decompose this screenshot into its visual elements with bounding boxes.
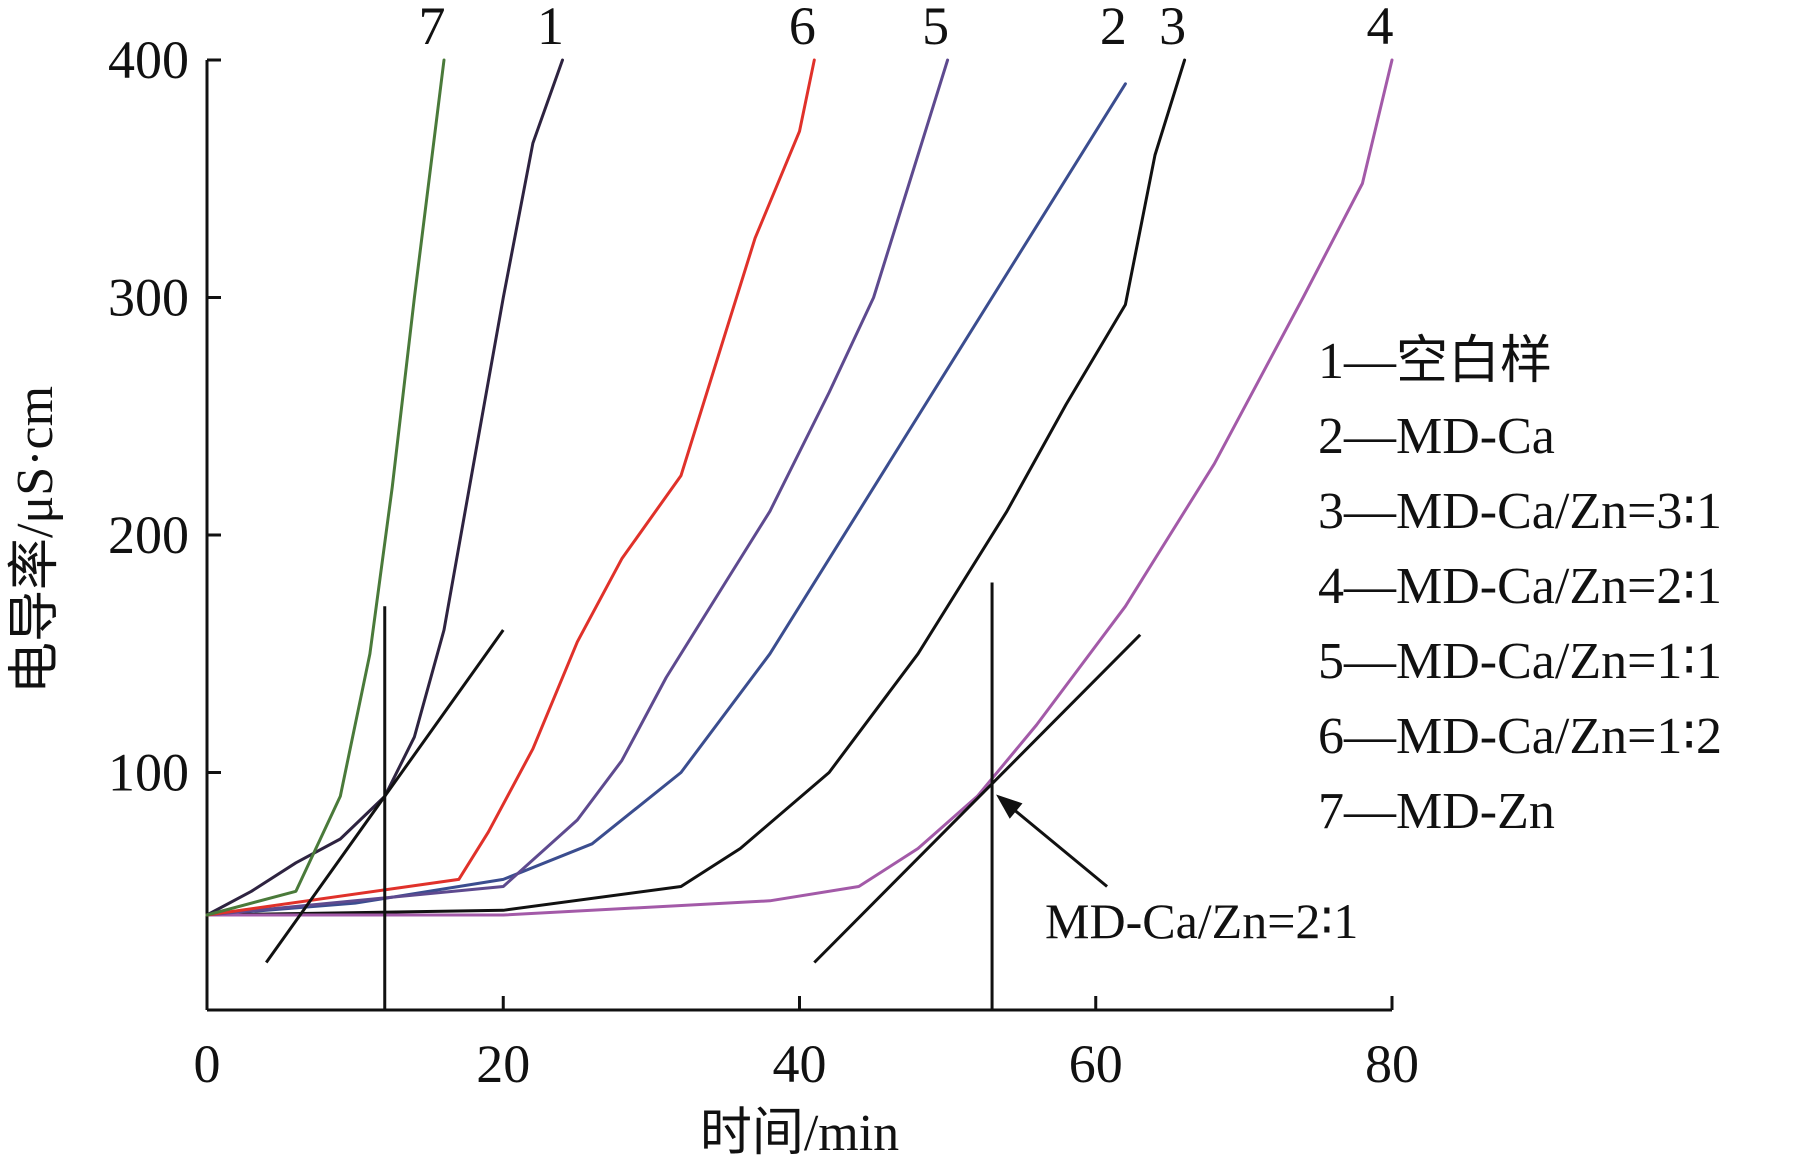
x-tick-label: 0 [194, 1034, 221, 1094]
auxiliary-lines [265, 582, 1142, 1010]
axes: 0 20 40 60 80 100 200 300 400 时间/min 电导率/μS·cm [7, 30, 1419, 1162]
y-axis-title: 电导率/μS·cm [7, 386, 64, 694]
y-tick-label: 400 [108, 30, 189, 90]
series-line-5 [205, 58, 950, 917]
y-tick-label: 300 [108, 268, 189, 328]
x-tick-label: 60 [1069, 1034, 1123, 1094]
legend-entry: 7—MD-Zn [1318, 783, 1555, 840]
series-end-label: 6 [789, 0, 816, 56]
series-line-4 [205, 58, 1394, 917]
legend-entry: 3—MD-Ca/Zn=3∶1 [1318, 483, 1722, 540]
series-end-label: 4 [1367, 0, 1394, 56]
x-tick-label: 20 [476, 1034, 530, 1094]
x-axis-title: 时间/min [700, 1105, 899, 1160]
x-tick-label: 80 [1365, 1034, 1419, 1094]
legend-entry: 6—MD-Ca/Zn=1∶2 [1318, 708, 1722, 765]
legend-entry: 2—MD-Ca [1318, 408, 1555, 465]
y-tick-label: 100 [108, 743, 189, 803]
annotation-arrow-head [996, 794, 1023, 819]
legend-entry: 1—空白样 [1318, 333, 1552, 390]
series-line-6 [205, 58, 816, 917]
series-line-7 [205, 58, 446, 917]
x-tick-label: 40 [773, 1034, 827, 1094]
series-end-label: 1 [537, 0, 564, 56]
legend-entry: 4—MD-Ca/Zn=2∶1 [1318, 558, 1722, 615]
series-layer [205, 58, 1394, 917]
series-end-label: 2 [1100, 0, 1127, 56]
series-line-1 [205, 58, 564, 917]
series-line-2 [205, 82, 1127, 917]
series-end-label: 3 [1159, 0, 1186, 56]
series-line-3 [205, 58, 1187, 917]
legend: 1—空白样 2—MD-Ca 3—MD-Ca/Zn=3∶1 4—MD-Ca/Zn=2∶1… [1318, 333, 1722, 840]
annotation-arrow-shaft [1003, 800, 1109, 888]
legend-entry: 5—MD-Ca/Zn=1∶1 [1318, 633, 1722, 690]
series-end-label: 5 [922, 0, 949, 56]
annotation-label: MD-Ca/Zn=2∶1 [1045, 893, 1358, 949]
y-tick-label: 200 [108, 505, 189, 565]
tangent-line [813, 633, 1142, 964]
series-end-label: 7 [419, 0, 446, 56]
